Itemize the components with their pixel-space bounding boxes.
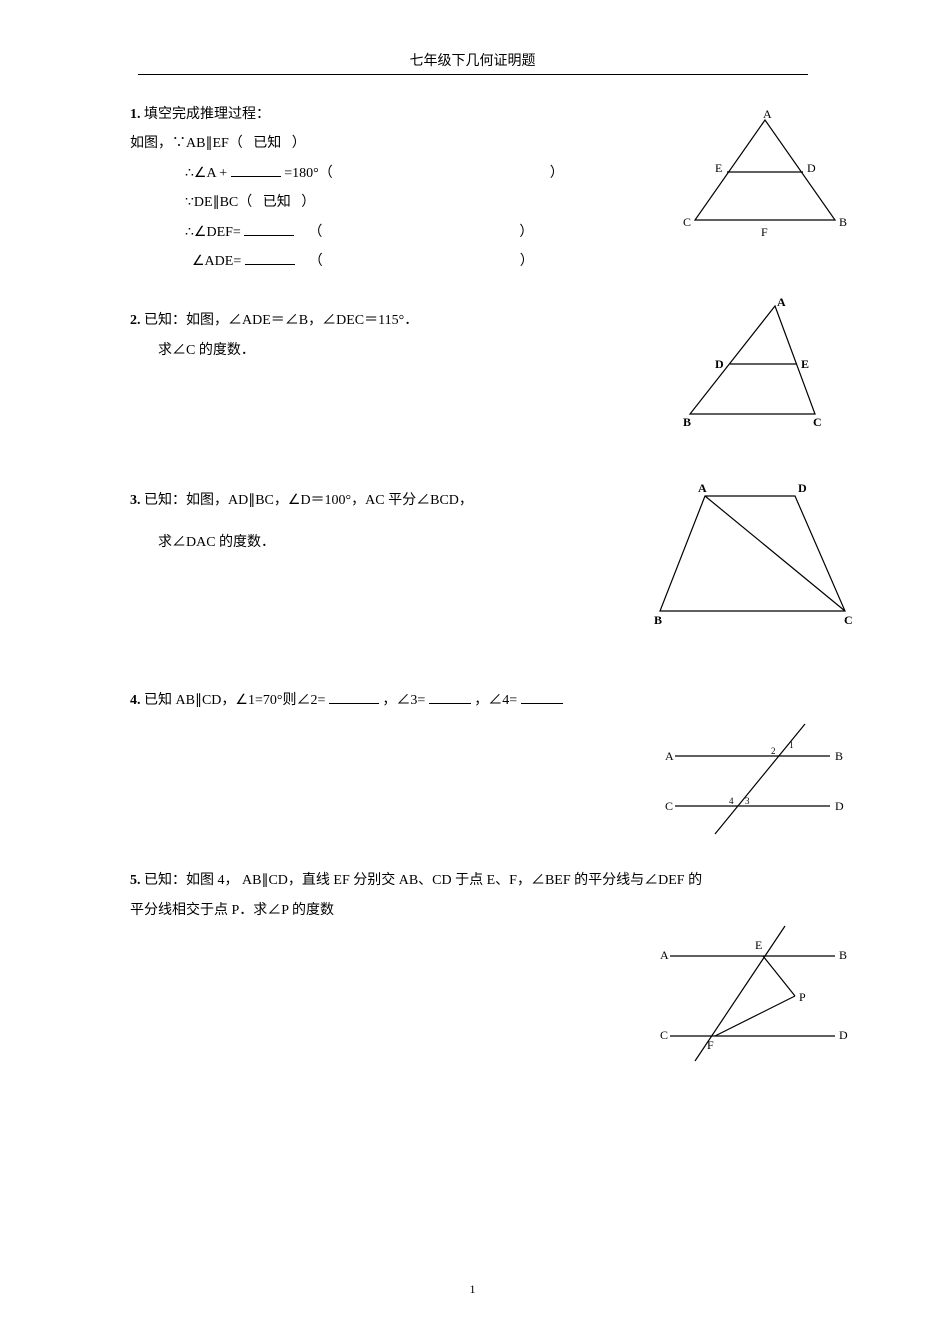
- header-rule: [138, 74, 808, 75]
- blank[interactable]: [244, 221, 294, 236]
- fig4-3: 3: [745, 796, 750, 806]
- q1-l1a: 如图，∵AB∥EF（: [130, 136, 243, 151]
- q1-l1b: 已知: [253, 136, 281, 151]
- q4-num: 4.: [130, 693, 141, 708]
- fig5-D: D: [839, 1028, 848, 1042]
- figure-4: A B C D 1 2 3 4: [655, 716, 855, 846]
- fig4-B: B: [835, 749, 843, 763]
- fig2-E: E: [801, 357, 809, 371]
- fig3-D: D: [798, 481, 807, 495]
- q1-l3c: ）: [301, 195, 315, 210]
- figure-1: A E D C B F: [675, 110, 855, 250]
- q3-num: 3.: [130, 493, 141, 508]
- blank[interactable]: [231, 162, 281, 177]
- page-number: 1: [0, 1282, 945, 1297]
- q5-line1: 5. 已知：如图 4， AB∥CD，直线 EF 分别交 AB、CD 于点 E、F…: [130, 866, 815, 895]
- q1-l4b: （: [308, 225, 322, 240]
- fig2-D: D: [715, 357, 724, 371]
- q1-num: 1.: [130, 107, 141, 122]
- q4-t1: 已知 AB∥CD，∠1=70°则∠2=: [144, 693, 325, 708]
- q4-line: 4. 已知 AB∥CD，∠1=70°则∠2= ，∠3= ，∠4=: [130, 686, 815, 715]
- q2-l1: 已知：如图，∠ADE＝∠B，∠DEC＝115°．: [144, 313, 418, 328]
- fig2-A: A: [777, 296, 786, 309]
- fig4-4: 4: [729, 796, 734, 806]
- q1-l2c: ）: [550, 166, 564, 181]
- problem-1: 1. 填空完成推理过程： 如图，∵AB∥EF（ 已知 ） ∴∠A + =180°…: [130, 100, 815, 276]
- figure-2: A D E B C: [675, 296, 845, 436]
- problem-5: 5. 已知：如图 4， AB∥CD，直线 EF 分别交 AB、CD 于点 E、F…: [130, 866, 815, 1056]
- figure-5: A B C D E F P: [655, 921, 855, 1071]
- fig2-B: B: [683, 415, 691, 429]
- fig5-F: F: [707, 1038, 714, 1052]
- fig1-D: D: [807, 161, 816, 175]
- q1-l5c: ）: [520, 254, 534, 269]
- fig5-E: E: [755, 938, 762, 952]
- problem-2: 2. 已知：如图，∠ADE＝∠B，∠DEC＝115°． 求∠C 的度数． A D…: [130, 306, 815, 446]
- fig5-C: C: [660, 1028, 668, 1042]
- q1-l5b: （: [309, 254, 323, 269]
- figure-3: A D B C: [650, 476, 870, 636]
- q1-l2b: =180°（: [284, 166, 333, 181]
- fig1-B: B: [839, 215, 847, 229]
- problem-4: 4. 已知 AB∥CD，∠1=70°则∠2= ，∠3= ，∠4= A B C D…: [130, 686, 815, 836]
- blank[interactable]: [521, 689, 563, 704]
- problem-3: 3. 已知：如图，AD∥BC，∠D＝100°，AC 平分∠BCD， 求∠DAC …: [130, 486, 815, 656]
- fig4-A: A: [665, 749, 674, 763]
- q4-t3: ，∠4=: [474, 693, 517, 708]
- q1-l4a: ∴∠DEF=: [185, 225, 241, 240]
- q3-l1: 已知：如图，AD∥BC，∠D＝100°，AC 平分∠BCD，: [144, 493, 473, 508]
- q1-l5a: ∠ADE=: [192, 254, 241, 269]
- fig5-A: A: [660, 948, 669, 962]
- q1-l2a: ∴∠A +: [185, 166, 227, 181]
- fig5-P: P: [799, 990, 806, 1004]
- q1-l1c: ）: [292, 136, 306, 151]
- fig4-C: C: [665, 799, 673, 813]
- fig5-B: B: [839, 948, 847, 962]
- blank[interactable]: [429, 689, 471, 704]
- q1-l3b: 已知: [263, 195, 291, 210]
- q5-num: 5.: [130, 873, 141, 888]
- blank[interactable]: [245, 250, 295, 265]
- fig1-F: F: [761, 225, 768, 239]
- page: 七年级下几何证明题 1. 填空完成推理过程： 如图，∵AB∥EF（ 已知 ） ∴…: [0, 0, 945, 1337]
- fig4-D: D: [835, 799, 844, 813]
- q1-l4c: ）: [519, 225, 533, 240]
- fig1-C: C: [683, 215, 691, 229]
- page-title: 七年级下几何证明题: [130, 50, 815, 70]
- q1-title: 填空完成推理过程：: [144, 107, 270, 122]
- fig2-C: C: [813, 415, 822, 429]
- q4-t2: ，∠3=: [382, 693, 425, 708]
- fig1-E: E: [715, 161, 722, 175]
- fig4-1: 1: [789, 740, 794, 750]
- fig3-C: C: [844, 613, 853, 627]
- blank[interactable]: [329, 689, 379, 704]
- q1-l3a: ∵DE∥BC（: [185, 195, 252, 210]
- fig1-A: A: [763, 110, 772, 121]
- q1-line5: ∠ADE= （ ）: [130, 247, 815, 276]
- q2-num: 2.: [130, 313, 141, 328]
- fig3-A: A: [698, 481, 707, 495]
- fig4-2: 2: [771, 746, 776, 756]
- fig3-B: B: [654, 613, 662, 627]
- q5-l1: 已知：如图 4， AB∥CD，直线 EF 分别交 AB、CD 于点 E、F，∠B…: [144, 873, 702, 888]
